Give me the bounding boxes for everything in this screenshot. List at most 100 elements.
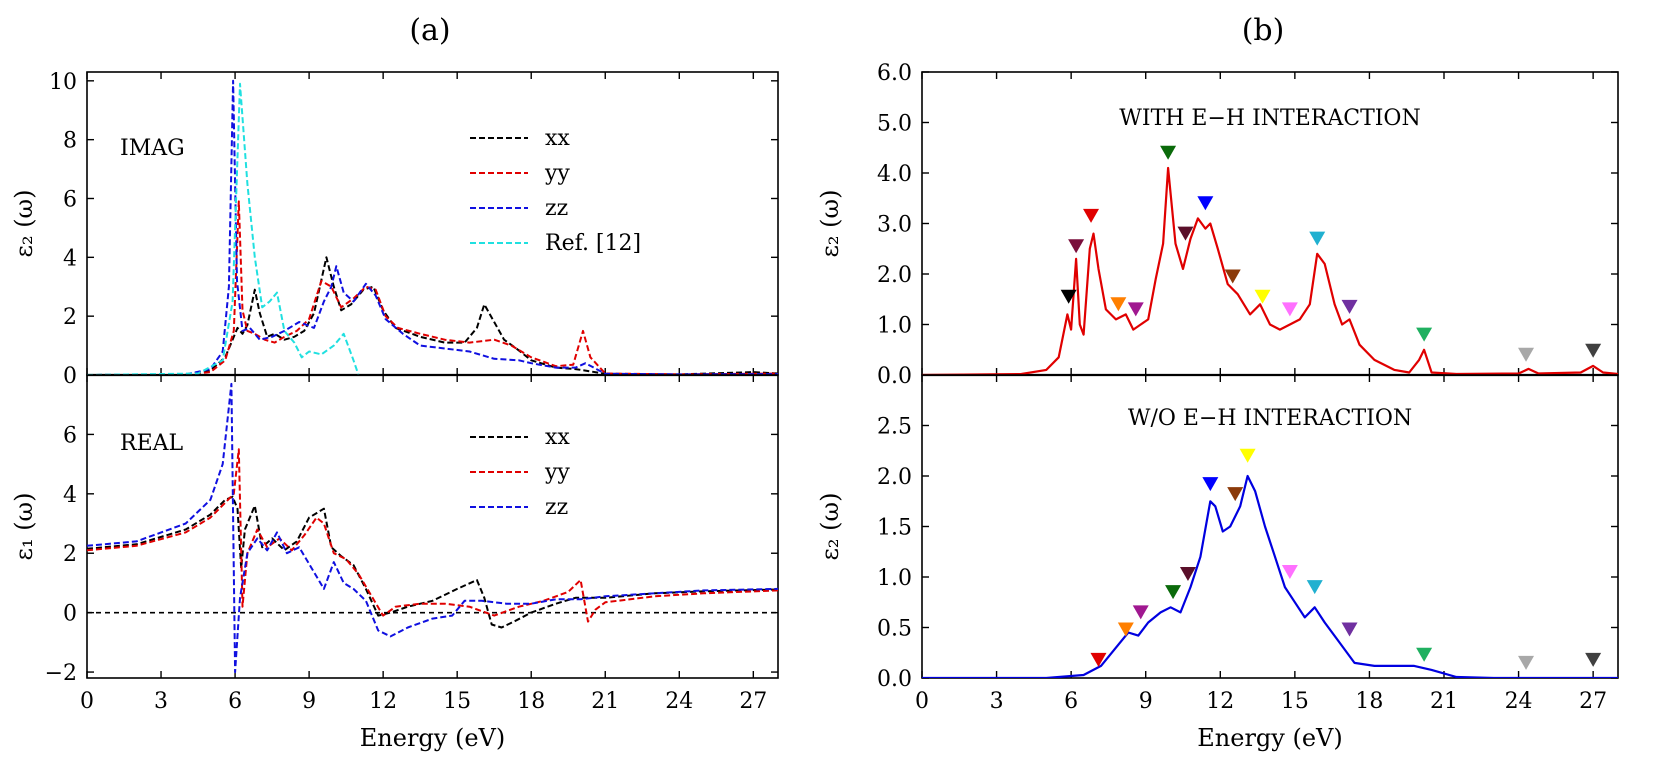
y-tick-label: 2 [63,542,77,567]
peak-marker [1341,622,1358,637]
peak-marker [1127,302,1144,317]
y-tick-label: 5.0 [877,112,912,137]
x-tick-label: 27 [1579,689,1607,714]
y-tick-label: 0 [63,364,77,389]
y-tick-label: 1.0 [877,566,912,591]
chart-b-bottom: 0 3 6 9 12 15 18 21 24 27 0.0 0.5 1.0 1.5 2.0 2.5 ε₂ (ω)… [816,374,1619,752]
y-tick-label: 6.0 [877,61,912,86]
y-tick-label: 0 [63,602,77,627]
series-line-yy [87,448,778,623]
peak-marker [1160,145,1177,160]
x-tick-label: 9 [302,689,316,714]
x-tick-label: 6 [1064,689,1078,714]
peak-marker [1281,564,1298,579]
legend-label: Ref. [12] [545,231,641,256]
y-axis-title: ε₂ (ω) [10,190,38,258]
y-tick-label: 2.5 [877,415,912,440]
legend-label: yy [544,460,570,485]
y-tick-label: 6 [63,423,77,448]
series-line-xx [87,256,778,375]
peak-marker [1083,208,1100,223]
y-tick-label: 0.0 [877,364,912,389]
y-tick-label: 4 [63,483,77,508]
y-tick-label: 2.0 [877,263,912,288]
x-tick-label: 12 [369,689,397,714]
peak-marker [1090,652,1107,667]
y-tick-label: 8 [63,129,77,154]
plot-title: W/O E−H INTERACTION [1128,406,1412,431]
plot-annotation: REAL [120,431,184,456]
panel-label-b: (b) [1242,13,1285,48]
peak-marker [1416,327,1433,342]
series-line-zz [87,79,778,375]
peak-marker [1518,655,1535,670]
x-tick-label: 0 [915,689,929,714]
peak-marker [1254,289,1271,304]
x-tick-label: 15 [1281,689,1309,714]
y-tick-label: 1.5 [877,516,912,541]
series-line-w-o-e-h [922,474,1618,678]
peak-marker [1197,196,1214,211]
y-tick-label: 1.0 [877,314,912,339]
chart-a-top: 0 2 4 6 8 10 ε₂ (ω) IMAG xx yy zz Ref. [12] [10,70,779,389]
peak-marker [1309,231,1326,246]
y-tick-label: 3.0 [877,213,912,238]
x-tick-label: 6 [228,689,242,714]
x-axis-title: Energy (eV) [1197,724,1342,752]
x-tick-label: 12 [1206,689,1234,714]
peak-marker [1202,477,1219,492]
x-tick-label: 18 [517,689,545,714]
series-line-xx [87,495,778,629]
legend-label: yy [544,161,570,186]
x-tick-label: 21 [1430,689,1458,714]
peak-marker [1416,647,1433,662]
peak-marker [1281,302,1298,317]
plot-title: WITH E−H INTERACTION [1119,106,1420,131]
series-line-zz [87,382,778,674]
peak-marker [1341,299,1358,314]
legend-label: zz [545,196,568,221]
y-tick-label: 2.0 [877,465,912,490]
x-tick-label: 24 [1505,689,1533,714]
x-tick-label: 0 [80,689,94,714]
x-tick-label: 27 [739,689,767,714]
plot-frame [86,374,779,679]
y-tick-label: 2 [63,305,77,330]
legend-label: xx [545,126,570,151]
peak-marker [1239,448,1256,463]
series-line-yy [87,200,778,375]
y-axis-title: ε₂ (ω) [816,190,844,258]
x-tick-label: 15 [443,689,471,714]
peak-marker [1224,269,1241,284]
chart-b-top: 0.0 1.0 2.0 3.0 4.0 5.0 6.0 ε₂ (ω) WITH E−H INTE… [816,61,1619,389]
peak-marker [1132,605,1149,620]
peak-marker [1306,580,1323,595]
y-axis-title: ε₂ (ω) [816,493,844,561]
peak-marker [1060,289,1077,304]
legend-label: xx [545,425,570,450]
series-line-ref-12- [87,82,360,375]
y-tick-label: 6 [63,187,77,212]
plot-annotation: IMAG [120,136,185,161]
series-line-with-e-h [922,166,1618,375]
x-tick-label: 3 [990,689,1004,714]
peak-marker [1518,347,1535,362]
x-tick-label: 3 [154,689,168,714]
x-tick-label: 24 [665,689,693,714]
peak-marker [1110,297,1127,312]
peak-marker [1068,239,1085,254]
peak-marker [1585,343,1602,358]
peak-marker [1179,566,1196,581]
peak-marker [1177,226,1194,241]
y-tick-label: −2 [45,661,77,686]
x-tick-label: 21 [591,689,619,714]
y-axis-title: ε₁ (ω) [10,493,38,561]
y-tick-label: 10 [49,70,77,95]
panel-label-a: (a) [409,13,450,48]
peak-marker [1585,652,1602,667]
y-tick-label: 0.5 [877,617,912,642]
x-axis-title: Energy (eV) [360,724,505,752]
peak-marker [1117,622,1134,637]
